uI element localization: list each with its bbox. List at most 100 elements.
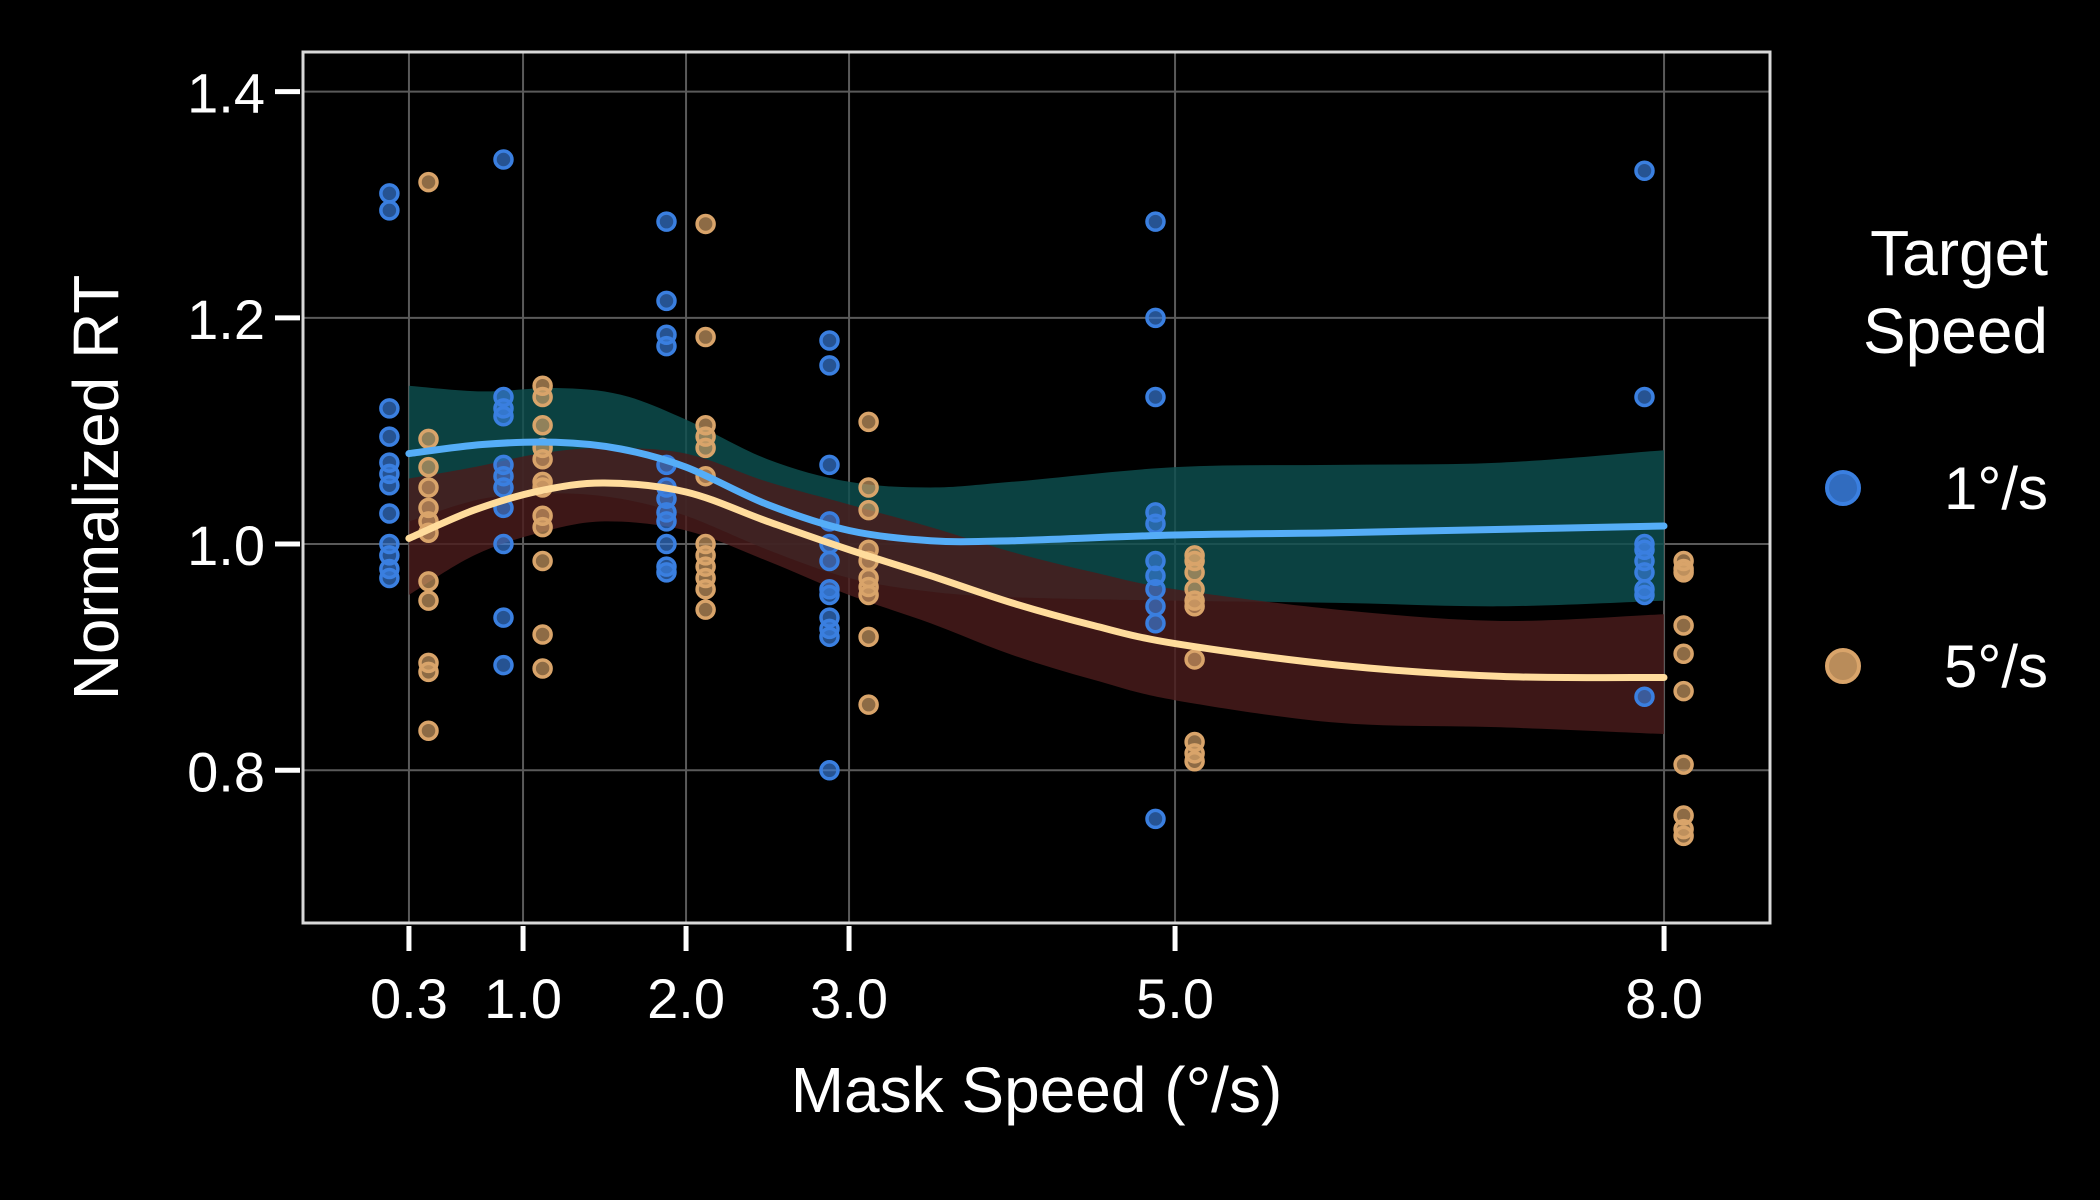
target-1-data-point	[379, 426, 400, 447]
target-1-data-point	[493, 654, 514, 676]
target-1-data-point	[819, 626, 840, 648]
target-5-data-point	[532, 550, 553, 572]
target-1-data-point	[819, 760, 840, 781]
target-1-data-point	[1634, 386, 1655, 408]
target-5-data-point	[858, 584, 879, 606]
data-points	[379, 149, 1694, 847]
y-tick-label: 0.8	[187, 740, 265, 803]
legend-swatch-2	[1825, 648, 1861, 684]
y-tick-label: 1.4	[187, 62, 265, 125]
legend-label-2: 5°/s	[1944, 633, 2048, 700]
target-1-data-point	[656, 511, 677, 532]
plot-panel-border	[301, 50, 1772, 925]
target-5-data-point	[1184, 562, 1205, 583]
x-tick-label: 2.0	[647, 967, 725, 1030]
target-5-data-point	[418, 720, 439, 741]
axes: 0.8 1.0 1.2 1.4 0.3 1.0 2.0 3.0 5.0 8.0	[187, 62, 1703, 1030]
target-1-data-point	[819, 355, 840, 376]
target-5-data-point	[532, 624, 553, 645]
target-1-data-point	[656, 290, 677, 312]
x-tick-label: 5.0	[1136, 967, 1214, 1030]
y-axis-label: Normalized RT	[60, 275, 132, 701]
legend: Target Speed 1°/s 5°/s	[1825, 217, 2048, 700]
target-1-data-point	[1145, 513, 1166, 534]
target-5-data-point	[532, 415, 553, 436]
target-5-data-point	[418, 477, 439, 498]
target-5-data-point	[532, 448, 553, 470]
target-5-data-point	[418, 171, 439, 193]
target-5-data-point	[1184, 649, 1205, 670]
target-5-data-point	[1673, 643, 1694, 665]
y-tick-label: 1.2	[187, 288, 265, 351]
target-1-data-point	[819, 330, 840, 351]
target-5-data-point	[1184, 750, 1205, 772]
target-5-data-point	[858, 626, 879, 648]
target-1-confidence-band	[408, 385, 1664, 607]
target-1-data-point	[493, 607, 514, 628]
target-5-data-point	[695, 579, 716, 600]
target-1-data-point	[1145, 612, 1166, 634]
target-1-data-point	[656, 562, 677, 583]
target-5-data-point	[858, 499, 879, 521]
target-5-data-point	[1673, 615, 1694, 636]
target-5-data-point	[858, 477, 879, 498]
target-5-data-point	[695, 437, 716, 459]
target-5-data-point	[858, 694, 879, 715]
target-5-data-point	[418, 661, 439, 683]
target-5-data-point	[1673, 562, 1694, 583]
confidence-bands	[408, 385, 1664, 735]
target-5-data-point	[858, 411, 879, 433]
target-5-confidence-band	[408, 447, 1664, 735]
target-1-data-point	[493, 405, 514, 427]
target-5-data-point	[532, 658, 553, 679]
target-5-data-point	[695, 326, 716, 348]
target-1-data-point	[379, 503, 400, 524]
target-1-data-point	[1145, 307, 1166, 329]
target-5-data-point	[418, 590, 439, 611]
target-1-data-point	[1634, 160, 1655, 182]
target-5-data-point	[695, 599, 716, 620]
target-1-data-point	[819, 454, 840, 476]
target-5-data-point	[418, 428, 439, 450]
target-5-data-point	[1673, 754, 1694, 775]
target-1-data-point	[1145, 596, 1166, 617]
legend-label-1: 1°/s	[1944, 455, 2048, 522]
legend-title-line-1: Target	[1870, 217, 2048, 289]
x-tick-label: 1.0	[484, 967, 562, 1030]
target-5-data-point	[418, 456, 439, 478]
target-1-data-point	[1145, 386, 1166, 408]
target-1-data-point	[1634, 562, 1655, 583]
target-5-data-point	[532, 386, 553, 408]
fit-lines	[405, 438, 1668, 682]
target-5-data-point	[532, 516, 553, 538]
target-1-data-point	[1145, 808, 1166, 830]
target-1-data-point	[819, 584, 840, 606]
target-5-fit-line	[405, 479, 1668, 682]
legend-title-line-2: Speed	[1863, 295, 2048, 367]
y-tick-label: 1.0	[187, 514, 265, 577]
target-1-data-point	[819, 550, 840, 572]
target-1-data-point	[379, 474, 400, 496]
target-5-data-point	[418, 571, 439, 592]
target-1-data-point	[656, 211, 677, 232]
target-1-fit-line	[405, 438, 1668, 546]
target-1-data-point	[656, 533, 677, 555]
target-1-data-point	[656, 335, 677, 357]
target-1-data-point	[379, 567, 400, 589]
target-1-data-point	[379, 200, 400, 221]
target-1-data-point	[1145, 211, 1166, 232]
target-1-data-point	[379, 398, 400, 419]
target-5-data-point	[695, 213, 716, 235]
target-1-data-point	[1145, 579, 1166, 600]
x-tick-label: 3.0	[810, 967, 888, 1030]
target-1-data-point	[1634, 584, 1655, 606]
target-1-data-point	[379, 183, 400, 204]
target-1-data-point	[493, 533, 514, 555]
legend-swatch-1	[1825, 470, 1861, 506]
target-1-data-point	[1634, 686, 1655, 708]
target-1-data-point	[493, 149, 514, 170]
x-tick-label: 0.3	[370, 967, 448, 1030]
x-axis-label: Mask Speed (°/s)	[791, 1054, 1283, 1126]
x-tick-label: 8.0	[1625, 967, 1703, 1030]
